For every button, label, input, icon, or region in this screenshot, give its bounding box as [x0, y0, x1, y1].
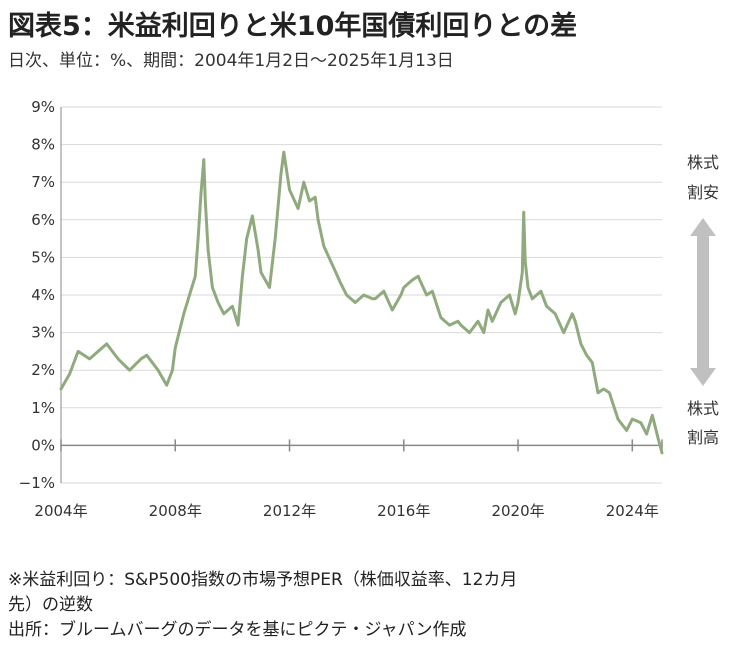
arrow-shaft: [697, 234, 709, 370]
x-tick-label: 2008年: [149, 502, 202, 520]
side-label-top-1: 株式: [687, 153, 719, 172]
chart-subtitle: 日次、単位：%、期間：2004年1月2日～2025年1月13日: [8, 51, 454, 71]
footnotes: ※米益利回り：S&P500指数の市場予想PER（株価収益率、12カ月 先）の逆数…: [8, 568, 728, 643]
y-tick-label: 4%: [31, 286, 55, 304]
chart-title: 図表5：米益利回りと米10年国債利回りとの差: [8, 11, 578, 42]
footnote-line-3: 出所：ブルームバーグのデータを基にピクテ・ジャパン作成: [8, 620, 467, 640]
footnote-line-1: ※米益利回り：S&P500指数の市場予想PER（株価収益率、12カ月: [8, 570, 518, 590]
line-chart: −1%0%1%2%3%4%5%6%7%8%9% 2004年 2008年 2012年 2…: [19, 98, 719, 520]
grid-lines: [61, 106, 662, 484]
side-label-top-2: 割安: [687, 183, 719, 202]
arrow-down-head: [690, 368, 716, 386]
y-tick-label: 9%: [31, 98, 55, 116]
y-tick-label: 1%: [31, 399, 55, 417]
y-tick-label: 0%: [31, 436, 55, 454]
y-tick-label: 6%: [31, 211, 55, 229]
y-tick-label: −1%: [19, 474, 55, 492]
y-tick-label: 3%: [31, 324, 55, 342]
x-tick-label: 2024年: [606, 502, 659, 520]
footnote-line-2: 先）の逆数: [8, 595, 93, 615]
y-tick-label: 5%: [31, 248, 55, 266]
x-tick-label: 2004年: [34, 502, 87, 520]
arrow-up-head: [690, 218, 716, 236]
axes: [60, 107, 663, 483]
y-tick-labels: −1% 0% 1% 2% 3% 4% 5% 6% 7% 8% 9%: [19, 98, 55, 492]
x-tick-label: 2020年: [491, 502, 544, 520]
side-label-bottom-2: 割高: [687, 428, 719, 447]
x-tick-label: 2012年: [263, 502, 316, 520]
y-tick-label: 2%: [31, 361, 55, 379]
x-tick-labels: 2004年 2008年 2012年 2016年 2020年 2024年: [34, 502, 658, 520]
y-tick-label: 8%: [31, 136, 55, 154]
y-tick-label: 7%: [31, 173, 55, 191]
side-label-bottom-1: 株式: [687, 399, 719, 418]
series-layer: [59, 150, 664, 455]
series-line: [59, 150, 664, 455]
valuation-arrow: [690, 218, 716, 386]
x-tick-label: 2016年: [377, 502, 430, 520]
